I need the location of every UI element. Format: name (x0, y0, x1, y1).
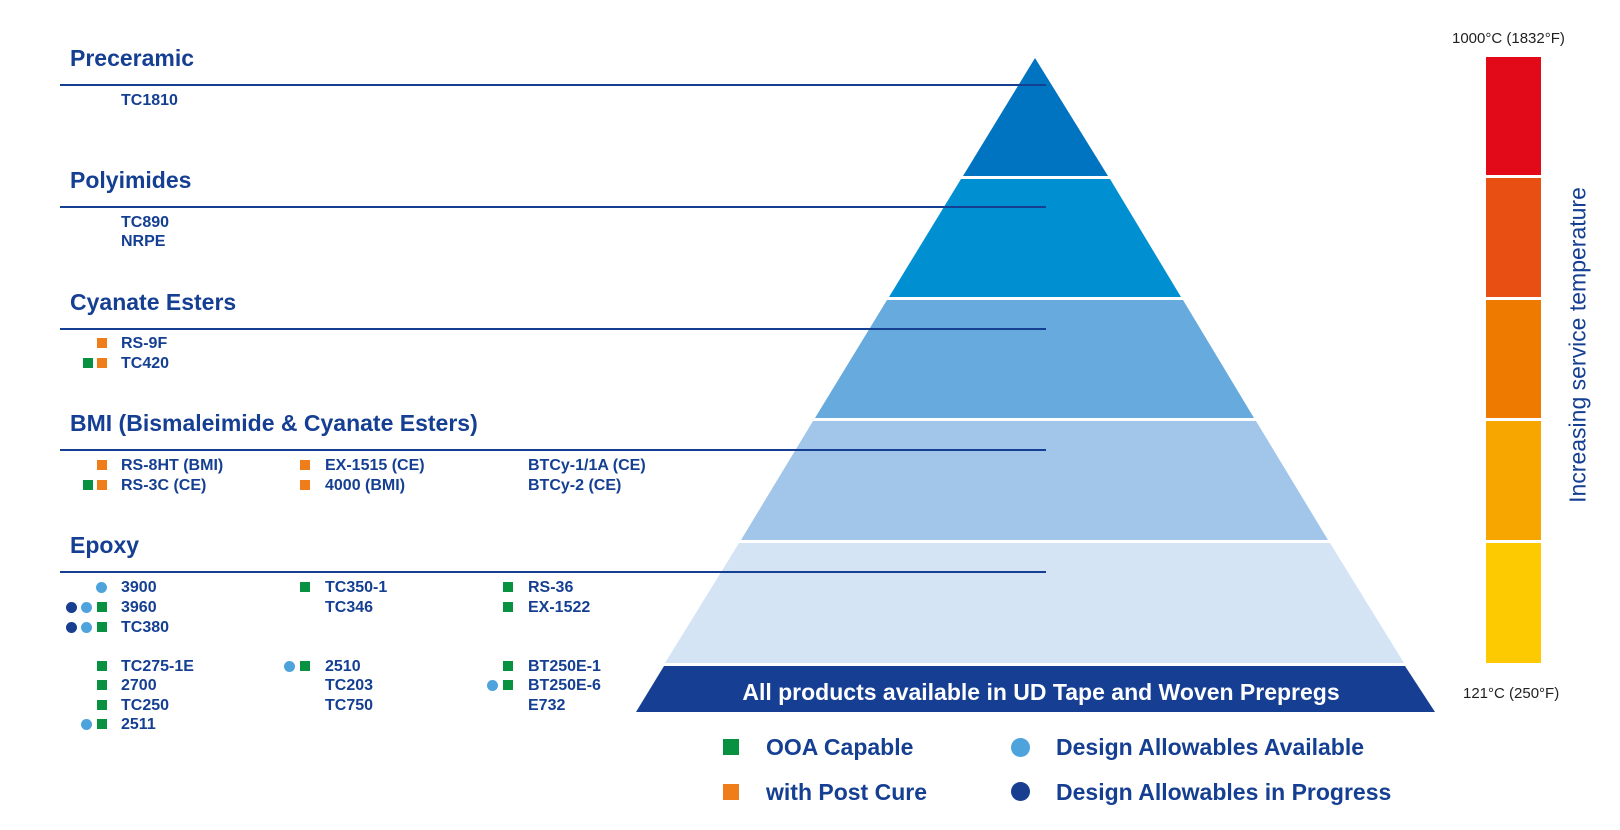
legend-label-allowables-in-progress: Design Allowables in Progress (1056, 779, 1392, 805)
product-3900: 3900 (121, 579, 157, 596)
product-2700: 2700 (121, 677, 157, 694)
product-rs-9f: RS-9F (121, 335, 168, 352)
product-tc750: TC750 (325, 697, 374, 714)
pyramid-level-epoxy (665, 543, 1404, 663)
product-rs-3c: RS-3C (CE) (121, 477, 207, 494)
post-cure-square-icon (97, 460, 107, 470)
category-divider (60, 206, 1046, 208)
category-divider (60, 571, 1046, 573)
ooa-square-icon (503, 582, 513, 592)
product-ex-1522: EX-1522 (528, 599, 591, 616)
pyramid-base-text: All products available in UD Tape and Wo… (742, 679, 1340, 705)
category-title-polyimides: Polyimides (70, 167, 192, 193)
post-cure-legend-square-icon (723, 784, 739, 800)
product-tc275-1e: TC275-1E (121, 658, 194, 675)
temp-min-label: 121°C (250°F) (1463, 685, 1560, 702)
ooa-legend-square-icon (723, 739, 739, 755)
product-rs-36: RS-36 (528, 579, 574, 596)
allowables-available-circle-icon (487, 680, 498, 691)
temp-scale-segment-1 (1486, 57, 1541, 175)
allowables-in-progress-circle-icon (66, 622, 77, 633)
ooa-square-icon (97, 622, 107, 632)
ooa-square-icon (97, 700, 107, 710)
allowables-in-progress-legend-circle-icon (1011, 782, 1030, 801)
product-2510: 2510 (325, 658, 361, 675)
allowables-available-circle-icon (284, 661, 295, 672)
allowables-available-circle-icon (81, 602, 92, 613)
product-ex-1515: EX-1515 (CE) (325, 457, 425, 474)
allowables-available-circle-icon (81, 719, 92, 730)
temp-scale-segment-2 (1486, 178, 1541, 297)
temp-max-label: 1000°C (1832°F) (1452, 30, 1565, 47)
category-title-epoxy: Epoxy (70, 532, 140, 558)
temp-scale-segment-4 (1486, 421, 1541, 540)
product-tc380: TC380 (121, 619, 170, 636)
ooa-square-icon (300, 661, 310, 671)
temp-axis-label: Increasing service temperature (1564, 187, 1591, 503)
allowables-in-progress-circle-icon (66, 602, 77, 613)
category-title-preceramic: Preceramic (70, 45, 195, 71)
ooa-square-icon (97, 680, 107, 690)
temp-scale-segment-3 (1486, 300, 1541, 418)
pyramid-level-cyanate-esters (815, 300, 1254, 418)
product-tc420: TC420 (121, 355, 170, 372)
temp-scale-segment-5 (1486, 543, 1541, 663)
product-tc203: TC203 (325, 677, 374, 694)
product-tc350-1: TC350-1 (325, 579, 388, 596)
ooa-square-icon (300, 582, 310, 592)
product-btcy-2: BTCy-2 (CE) (528, 477, 622, 494)
legend-label-ooa: OOA Capable (766, 734, 914, 760)
post-cure-square-icon (97, 480, 107, 490)
post-cure-square-icon (300, 460, 310, 470)
ooa-square-icon (83, 480, 93, 490)
product-bt250e-6: BT250E-6 (528, 677, 601, 694)
ooa-square-icon (97, 602, 107, 612)
post-cure-square-icon (97, 358, 107, 368)
product-tc890: TC890 (121, 214, 170, 231)
legend-label-post-cure: with Post Cure (766, 779, 928, 805)
category-divider (60, 84, 1046, 86)
product-2511: 2511 (121, 716, 156, 733)
product-btcy-1-1a: BTCy-1/1A (CE) (528, 457, 646, 474)
ooa-square-icon (97, 661, 107, 671)
product-tc250: TC250 (121, 697, 170, 714)
post-cure-square-icon (300, 480, 310, 490)
product-tc1810: TC1810 (121, 92, 178, 109)
ooa-square-icon (503, 680, 513, 690)
product-e732: E732 (528, 697, 566, 714)
ooa-square-icon (97, 719, 107, 729)
ooa-square-icon (83, 358, 93, 368)
product-nrpe: NRPE (121, 233, 166, 250)
ooa-square-icon (503, 602, 513, 612)
product-tc346: TC346 (325, 599, 374, 616)
allowables-available-legend-circle-icon (1011, 738, 1030, 757)
ooa-square-icon (503, 661, 513, 671)
pyramid-level-polyimides (889, 179, 1181, 297)
category-title-bmi: BMI (Bismaleimide & Cyanate Esters) (70, 410, 478, 436)
product-bt250e-1: BT250E-1 (528, 658, 601, 675)
pyramid-base-band (636, 666, 1435, 712)
pyramid-level-preceramic (963, 58, 1108, 176)
category-divider (60, 449, 1046, 451)
legend-label-allowables-available: Design Allowables Available (1056, 734, 1365, 760)
product-4000: 4000 (BMI) (325, 477, 406, 494)
product-rs-8ht: RS-8HT (BMI) (121, 457, 224, 474)
allowables-available-circle-icon (96, 582, 107, 593)
category-title-cyanate-esters: Cyanate Esters (70, 289, 237, 315)
category-divider (60, 328, 1046, 330)
product-3960: 3960 (121, 599, 157, 616)
post-cure-square-icon (97, 338, 107, 348)
pyramid-level-bmi (741, 421, 1328, 540)
allowables-available-circle-icon (81, 622, 92, 633)
